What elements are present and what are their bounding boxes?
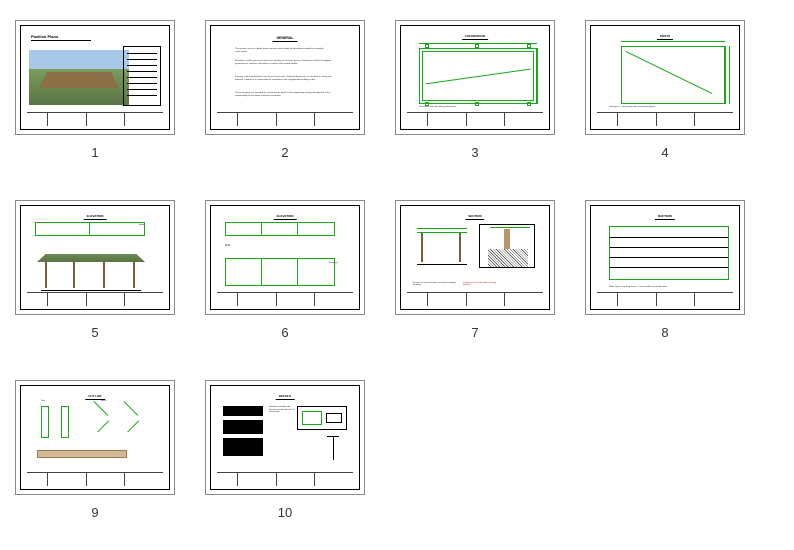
page-thumb-2[interactable]: GENERAL These plans are for a timber fra… [205,20,365,135]
part [41,406,49,438]
schedule-block [223,406,263,416]
page-number: 9 [91,505,98,520]
drawing-note-red: Verify local frost depth before pouring … [463,282,497,287]
schedule-text: Hardware schedule and fastener specifica… [269,406,297,414]
page-thumb-7[interactable]: SECTION Section thru post and beam conne… [395,200,555,315]
drawing-note: Beam [139,224,161,227]
page-thumb-3[interactable]: FOUNDATION See details sheet for footing… [395,20,555,135]
page-thumb-wrapper: DETAILS Hardware schedule and fastener s… [205,380,365,520]
page-number: 6 [281,325,288,340]
brace-part [94,401,108,415]
drawing-note: See details sheet for footing specificat… [419,106,489,109]
page-number: 1 [91,145,98,160]
page-thumb-1[interactable]: Pavilion Plans [15,20,175,135]
brace-part [97,420,109,432]
cover-title: Pavilion Plans [31,34,91,41]
post-mark [475,102,479,106]
page-thumb-4[interactable]: POSTS Post layout — verify square by mea… [585,20,745,135]
detail-line [327,436,339,437]
brace-part [127,420,139,432]
page-thumb-5[interactable]: ELEVATION Beam [15,200,175,315]
page-number: 5 [91,325,98,340]
titleblock [217,472,353,486]
drawing-title: ELEVATION [84,214,107,220]
page-number: 2 [281,145,288,160]
page-thumb-10[interactable]: DETAILS Hardware schedule and fastener s… [205,380,365,495]
page-number: 7 [471,325,478,340]
titleblock [27,112,163,126]
titleblock [407,112,543,126]
drawing-title: SECTION [465,214,484,220]
page-thumb-wrapper: FOUNDATION See details sheet for footing… [395,20,555,160]
beam-plan [35,222,145,236]
drawing-note: Rafter layout at spacing shown — see sch… [609,286,699,289]
brace-part [124,401,138,415]
post-mark [527,102,531,106]
elevation-view [41,254,141,290]
cover-photo [29,50,129,105]
drawing-note: Section thru post and beam connection sh… [413,282,457,287]
text-para: Footings shall extend below frost line p… [235,76,335,82]
detail-box [297,406,347,430]
section-view [417,226,467,266]
page-number: 10 [278,505,292,520]
text-heading: GENERAL [272,36,297,42]
text-para: All lumber shall be pressure treated or … [235,60,335,66]
titleblock [597,112,733,126]
cover-sidebar [123,46,161,106]
post-mark [425,44,429,48]
titleblock [27,472,163,486]
drawing-title: FOUNDATION [462,34,488,40]
text-para: These plans are for a timber frame struc… [235,48,335,54]
plan-outline [621,46,725,104]
titleblock [407,292,543,306]
page-thumb-wrapper: Pavilion Plans 1 [15,20,175,160]
drawing-title: ELEVATION [274,214,297,220]
schedule-block [223,420,263,434]
part-label: Post [41,400,45,403]
page-thumb-6[interactable]: ELEVATION A-A Brace typ [205,200,365,315]
rafter-plan [609,226,729,280]
detail-line [333,436,334,460]
thumbnail-grid: Pavilion Plans 1 GENERAL These plans are… [15,20,779,550]
part [61,406,69,438]
post-mark [527,44,531,48]
part-label: Brace [101,400,106,403]
beam-part [37,450,127,458]
drawing-note: Post layout — verify square by measuring… [609,106,689,109]
page-number: 8 [661,325,668,340]
page-number: 4 [661,145,668,160]
page-thumb-wrapper: POSTS Post layout — verify square by mea… [585,20,745,160]
drawing-title: POSTS [657,34,673,40]
page-thumb-9[interactable]: CUT LIST Post Brace [15,380,175,495]
post-mark [475,44,479,48]
page-thumb-wrapper: CUT LIST Post Brace 9 [15,380,175,520]
plan-outline [419,48,537,104]
titleblock [597,292,733,306]
beam-plan [225,222,335,236]
drawing-note: Brace typ [329,262,351,265]
schedule-block [223,438,263,456]
titleblock [217,292,353,306]
plan-view [225,258,335,286]
page-number: 3 [471,145,478,160]
page-thumb-wrapper: ELEVATION Beam 5 [15,200,175,340]
page-thumb-wrapper: ELEVATION A-A Brace typ 6 [205,200,365,340]
drawing-title: DETAILS [276,394,295,400]
page-thumb-wrapper: GENERAL These plans are for a timber fra… [205,20,365,160]
page-thumb-wrapper: RAFTERS Rafter layout at spacing shown —… [585,200,745,340]
page-thumb-wrapper: SECTION Section thru post and beam conne… [395,200,555,340]
titleblock [217,112,353,126]
titleblock [27,292,163,306]
view-label: A-A [225,244,230,247]
page-thumb-8[interactable]: RAFTERS Rafter layout at spacing shown —… [585,200,745,315]
text-para: These drawings are intended to convey de… [235,92,335,98]
detail-view [479,224,535,268]
drawing-title: RAFTERS [655,214,675,220]
